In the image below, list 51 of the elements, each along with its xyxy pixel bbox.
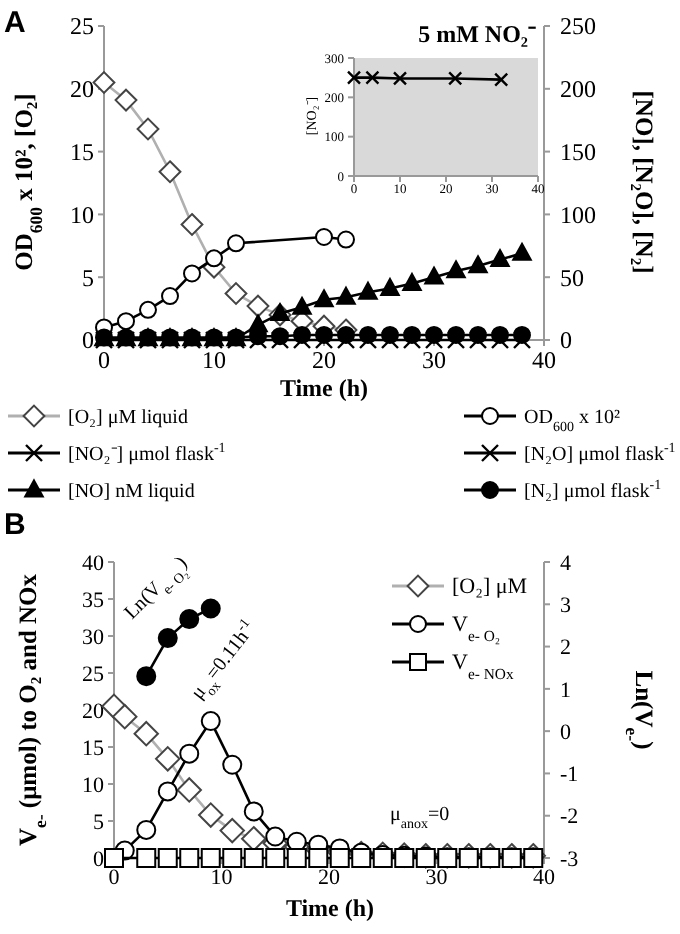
- y2-tick-label: 200: [560, 75, 596, 104]
- legend-label: [N₂O] μmol flask$^{-1}$: [524, 440, 677, 466]
- text: [NO₂⁻] μmol flask$^{-1}$: [68, 440, 226, 466]
- y-tick-label: 5: [93, 810, 105, 835]
- y2-tick-label: 2: [560, 636, 571, 661]
- x-tick-label: 0: [108, 866, 121, 890]
- y-tick-label: 20: [70, 75, 94, 104]
- y-tick-label: 20: [82, 699, 105, 724]
- x-tick-label: 10: [202, 346, 226, 374]
- legend-label: [N₂] μmol flask$^{-1}$: [524, 477, 663, 503]
- y-tick-label: 30: [82, 625, 105, 650]
- y-tick-label: 0: [82, 326, 94, 355]
- x-axis-title: Time (h): [285, 894, 375, 922]
- y-tick-label: 10: [82, 773, 105, 798]
- y2-tick-label: -1: [560, 763, 579, 788]
- legend-label: V$_{e- NOx}$: [452, 651, 514, 682]
- y2-tick-label: -3: [560, 847, 580, 872]
- legend-label: [NO] nM liquid: [68, 481, 195, 503]
- chart-title: 5 mM NO₂⁻: [418, 20, 536, 48]
- annotation: μ$_{anox}$=0: [390, 804, 450, 832]
- y-tick-label: 40: [82, 551, 105, 576]
- y2-tick-label: 0: [560, 326, 572, 355]
- legend-label: OD$_{600}$ x 10²: [524, 407, 620, 435]
- x-tick-label: 30: [422, 346, 446, 374]
- x-tick-label: 10: [210, 866, 234, 890]
- y2-tick-label: 250: [560, 12, 596, 41]
- y2-axis-title: [NO], [N₂O], [N₂]: [630, 90, 658, 274]
- x-tick-label: 30: [425, 866, 449, 890]
- x-axis-title: Time (h): [279, 374, 369, 402]
- y2-tick-label: -2: [560, 805, 579, 830]
- x-tick-label: 40: [532, 346, 556, 374]
- y-tick-label: 15: [70, 138, 94, 166]
- text: A: [4, 6, 26, 40]
- y-tick-label: 0: [93, 847, 105, 872]
- y-tick-label: 25: [82, 662, 105, 687]
- text: B: [4, 508, 26, 542]
- legend-label: [O₂] μM: [452, 575, 528, 599]
- legend-label: [O₂] μM liquid: [68, 407, 188, 429]
- y-tick-label: 25: [70, 12, 94, 41]
- y-tick-label: 15: [82, 736, 105, 761]
- y2-tick-label: 3: [560, 593, 572, 618]
- y2-tick-label: 150: [560, 138, 596, 166]
- y2-tick-label: 4: [560, 551, 572, 576]
- y2-tick-label: 50: [560, 263, 584, 292]
- y2-tick-label: 1: [560, 678, 571, 703]
- y2-tick-label: 100: [560, 200, 596, 229]
- y2-tick-label: 0: [560, 720, 572, 745]
- legend-label: V$_{e- O₂}$: [452, 613, 501, 644]
- x-tick-label: 40: [533, 866, 556, 890]
- y-tick-label: 35: [82, 588, 105, 613]
- y-tick-label: 5: [82, 263, 94, 292]
